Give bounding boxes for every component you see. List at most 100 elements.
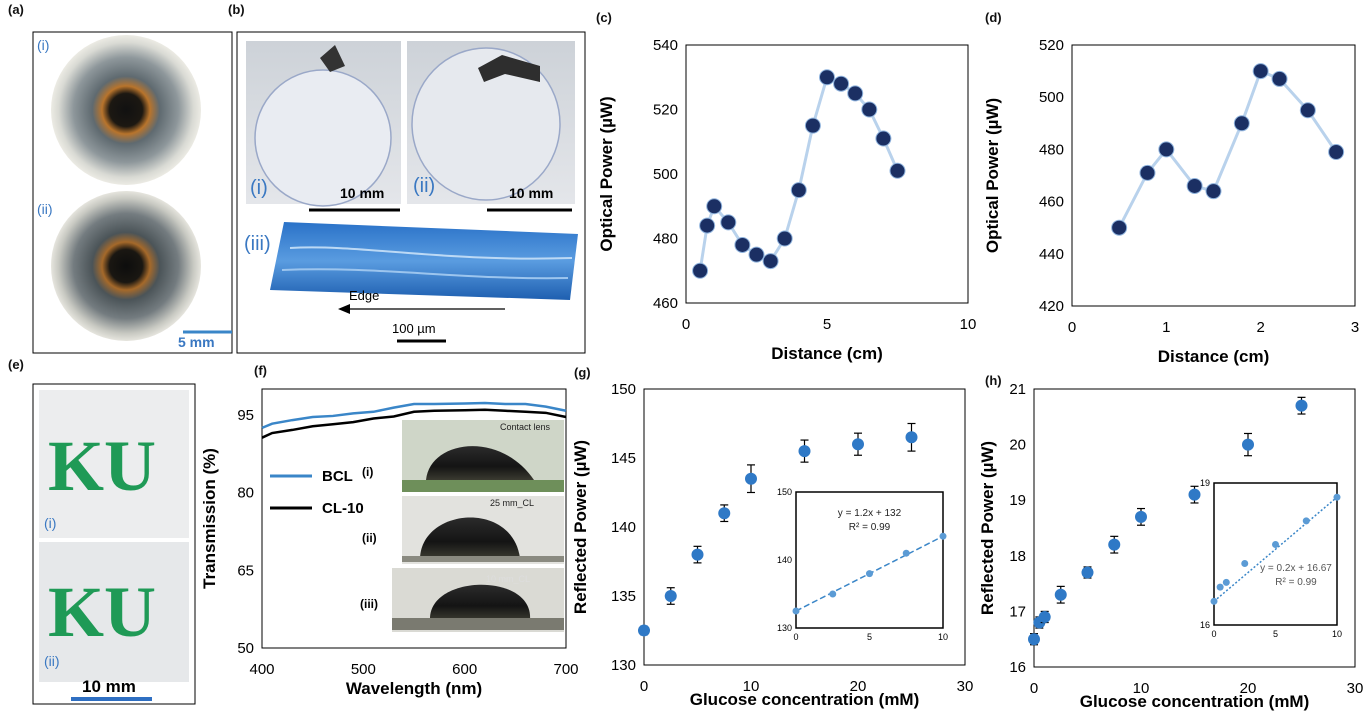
data-point — [798, 445, 811, 458]
plot-frame — [1033, 388, 1356, 668]
data-point — [706, 198, 723, 215]
panel-b-scale-label-i: 10 mm — [340, 185, 384, 201]
y-tick-label: 520 — [653, 102, 678, 119]
y-tick-label: 50 — [237, 640, 254, 657]
data-point — [762, 253, 779, 270]
y-tick-label: 520 — [1039, 37, 1064, 54]
x-tick-label: 0 — [640, 678, 648, 695]
ku-letters-ii: KU — [48, 572, 156, 652]
y-tick-label: 140 — [611, 519, 636, 536]
inset-data-point — [1241, 559, 1249, 567]
inset-r2: R² = 0.99 — [849, 522, 891, 533]
x-tick-label: 0 — [682, 316, 690, 333]
inset-fit-line — [1213, 496, 1338, 602]
eye-image-ii — [51, 191, 201, 341]
y-tick-label: 130 — [611, 657, 636, 674]
data-point — [1295, 399, 1308, 412]
y-tick-label: 440 — [1039, 246, 1064, 263]
data-point — [889, 162, 906, 179]
chart-g: (g) 0 10 20 30 130 135 140 145 150 Glucose concent… — [571, 365, 973, 709]
inset-data-point — [866, 570, 873, 578]
inset-data-point — [1222, 578, 1230, 586]
x-tick-label: 5 — [823, 316, 831, 333]
data-point — [691, 548, 704, 561]
data-point — [1242, 438, 1254, 451]
y-tick-label: 460 — [1039, 194, 1064, 211]
panel-b-label: (b) — [228, 2, 245, 17]
inset-x-tick-label: 0 — [793, 632, 798, 642]
inset-data-point — [939, 532, 947, 540]
y-tick-label: 500 — [653, 166, 678, 183]
x-axis-label: Distance (cm) — [1158, 347, 1269, 366]
y-tick-label: 135 — [611, 588, 636, 605]
y-tick-label: 16 — [1009, 659, 1026, 676]
ku-photo-i — [39, 390, 189, 538]
inset-data-point — [792, 607, 800, 615]
inset-r2: R² = 0.99 — [1275, 577, 1317, 588]
data-point — [692, 262, 709, 279]
data-point — [734, 236, 751, 253]
data-point — [748, 246, 765, 263]
data-point — [638, 624, 650, 637]
y-tick-label: 420 — [1039, 298, 1064, 315]
data-point — [1054, 588, 1067, 601]
panel-d-label: (d) — [985, 10, 1002, 25]
ku-photo-ii — [39, 542, 189, 682]
data-point — [1081, 566, 1094, 579]
panel-g-label: (g) — [574, 365, 591, 380]
data-point — [905, 431, 918, 444]
legend-entry: BCL — [322, 468, 353, 485]
panel-a-sub-i: (i) — [37, 37, 49, 53]
panel-e-sub-i: (i) — [44, 515, 56, 531]
chart-c: (c) 0 5 10 460 480 500 520 540 Distance (cm) Optic… — [596, 10, 976, 363]
x-tick-label: 30 — [957, 678, 974, 695]
y-tick-label: 150 — [611, 381, 636, 398]
data-point — [833, 75, 850, 92]
data-point — [699, 217, 716, 234]
edge-label: Edge — [349, 288, 379, 303]
series-line — [1117, 69, 1338, 229]
y-axis-label: Optical Power (µW) — [983, 98, 1002, 253]
arrow-left-icon — [338, 304, 350, 314]
y-tick-label: 18 — [1009, 548, 1026, 565]
photo-caption-ii: 25 mm_CL — [490, 498, 534, 508]
inset-y-tick-label: 16 — [1200, 620, 1210, 630]
panel-a-sub-ii: (ii) — [37, 201, 53, 217]
x-tick-label: 10 — [1133, 680, 1150, 697]
y-tick-label: 145 — [611, 450, 636, 467]
plot-frame — [1071, 44, 1356, 307]
x-tick-label: 700 — [553, 661, 578, 678]
panel-a: (a) (i) (ii) 5 mm — [8, 2, 233, 354]
inset-frame — [1213, 482, 1338, 626]
data-point — [1111, 219, 1128, 236]
inset-equation: y = 1.2x + 132 — [838, 508, 902, 519]
contact-angle-substrate — [402, 480, 564, 492]
data-point — [1252, 63, 1269, 80]
y-tick-label: 17 — [1009, 603, 1026, 620]
plot-frame — [685, 44, 969, 304]
x-tick-label: 3 — [1351, 319, 1359, 336]
y-axis-label: Reflected Power (µW) — [978, 441, 997, 615]
series-line-bcl — [261, 401, 567, 430]
panel-e-scale-label: 10 mm — [82, 677, 136, 696]
x-axis-label: Glucose concentration (mM) — [1080, 692, 1310, 711]
x-tick-label: 20 — [1240, 680, 1257, 697]
x-tick-label: 2 — [1256, 319, 1264, 336]
x-tick-label: 10 — [743, 678, 760, 695]
inset-x-tick-label: 5 — [1273, 629, 1278, 639]
inset-y-tick-label: 150 — [777, 487, 792, 497]
panel-c-label: (c) — [596, 10, 612, 25]
photo-sub-ii: (ii) — [362, 531, 377, 545]
tweezer-icon — [320, 45, 345, 72]
data-point — [1328, 144, 1345, 161]
legend-entry: CL-10 — [322, 500, 364, 517]
y-tick-label: 19 — [1009, 492, 1026, 509]
y-tick-label: 95 — [237, 407, 254, 424]
panel-h-label: (h) — [985, 373, 1002, 388]
inset-data-point — [1302, 517, 1310, 525]
inset-x-tick-label: 10 — [1332, 629, 1342, 639]
inset-data-point — [1333, 493, 1341, 501]
photo-caption-i: Contact lens — [500, 422, 551, 432]
inset-y-tick-label: 130 — [777, 623, 792, 633]
x-axis-label: Glucose concentration (mM) — [690, 690, 920, 709]
